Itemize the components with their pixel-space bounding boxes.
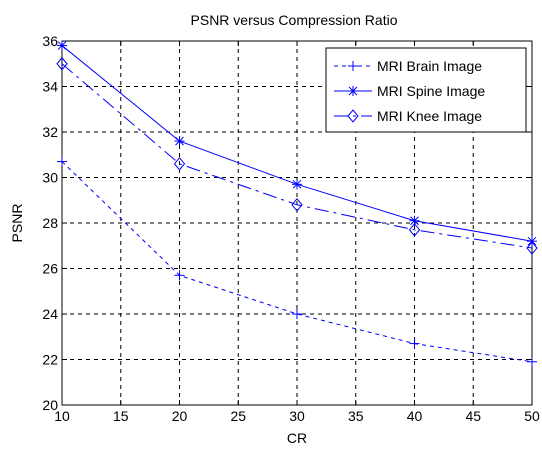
data-point-0-0	[57, 156, 67, 167]
x-tick-label: 35	[348, 408, 364, 424]
legend-label: MRI Spine Image	[377, 83, 485, 99]
y-tick-label: 36	[42, 33, 58, 49]
y-tick-label: 22	[42, 352, 58, 368]
series-layer	[56, 40, 538, 367]
x-tick-label: 40	[407, 408, 423, 424]
x-tick-label: 25	[230, 408, 246, 424]
chart-title: PSNR versus Compression Ratio	[191, 12, 398, 28]
x-tick-label: 20	[172, 408, 188, 424]
legend-marker-0	[348, 61, 358, 71]
legend-label: MRI Knee Image	[377, 108, 482, 124]
series-line-0	[61, 161, 533, 363]
legend-marker-2	[347, 109, 359, 123]
y-tick-label: 24	[42, 306, 58, 322]
y-tick-label: 28	[42, 215, 58, 231]
legend-label: MRI Brain Image	[377, 58, 482, 74]
legend-box	[325, 47, 527, 133]
data-point-2-0	[56, 56, 68, 71]
axis-ticks: 10 15 20 25 30 35 40 45 50 20 22 24 26 28 30 32 34 36	[42, 33, 540, 424]
y-axis-label: PSNR	[9, 204, 25, 243]
legend-marker-1	[348, 86, 358, 96]
legend: MRI Brain Image MRI Spine Image MRI Knee I…	[325, 47, 527, 133]
data-point-2-1	[173, 157, 186, 171]
data-point-0-4	[527, 356, 537, 367]
data-point-1-2	[292, 179, 302, 190]
y-tick-label: 26	[42, 261, 58, 277]
x-tick-label: 10	[54, 408, 70, 424]
y-tick-label: 30	[42, 170, 58, 186]
data-point-0-1	[174, 270, 185, 281]
x-tick-label: 50	[524, 408, 540, 424]
y-tick-label: 32	[42, 124, 58, 140]
data-point-1-1	[174, 136, 185, 147]
data-point-0-2	[292, 309, 302, 319]
data-point-1-4	[527, 236, 537, 247]
y-tick-label: 20	[42, 397, 58, 413]
data-point-2-3	[408, 223, 421, 237]
series-line-2	[61, 63, 533, 249]
data-point-2-4	[526, 241, 538, 255]
x-tick-label: 45	[465, 408, 481, 424]
x-axis-label: CR	[287, 430, 307, 446]
data-point-2-2	[291, 198, 303, 212]
y-tick-label: 34	[42, 79, 58, 95]
x-tick-label: 15	[113, 408, 129, 424]
x-tick-label: 30	[289, 408, 305, 424]
data-point-1-0	[57, 40, 67, 51]
data-point-0-3	[409, 338, 420, 349]
